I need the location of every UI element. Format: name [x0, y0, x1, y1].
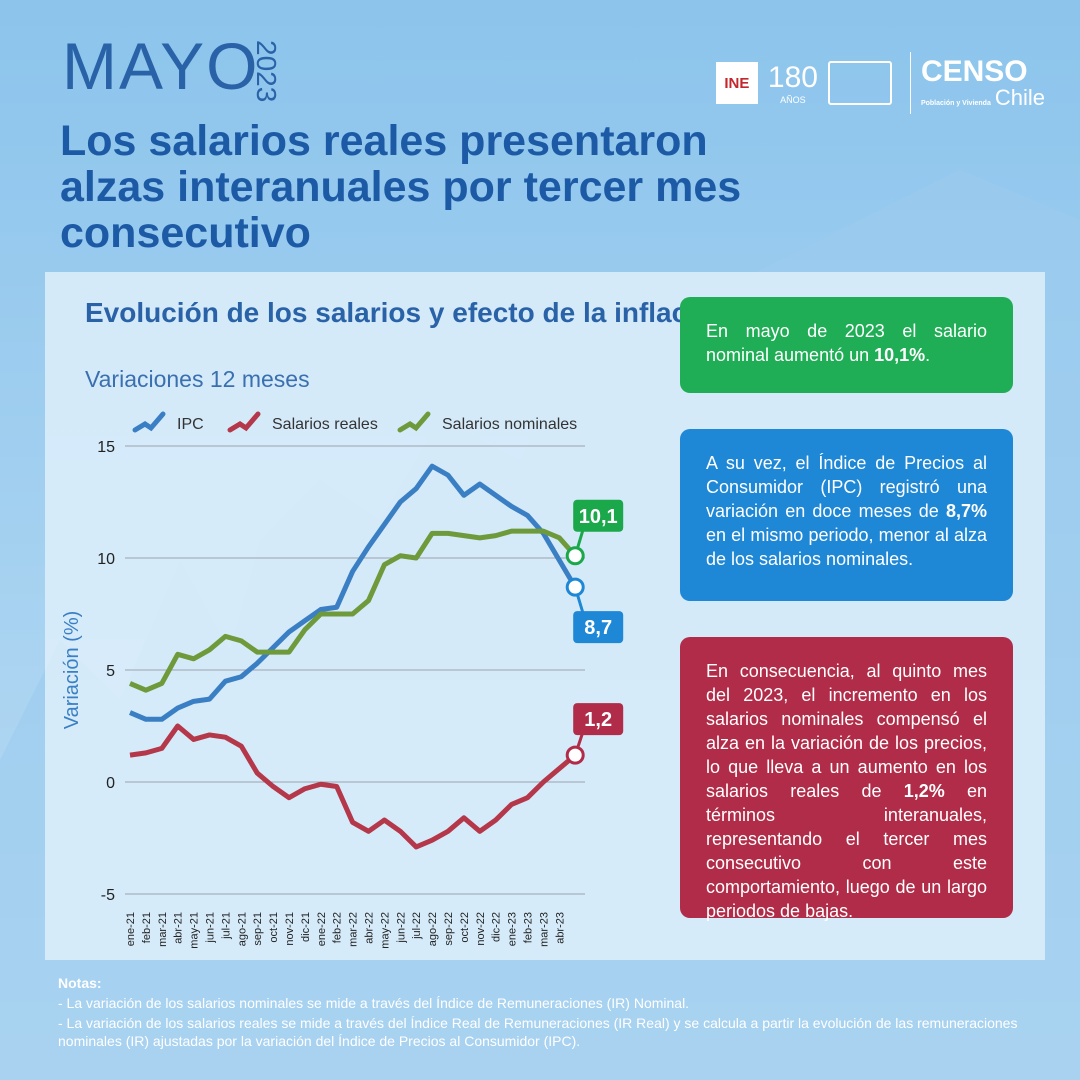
- info-box: En mayo de 2023 el salario nominal aumen…: [680, 297, 1013, 393]
- legend-swatch: [132, 411, 166, 433]
- anniversary-sub: AÑOS: [780, 95, 806, 105]
- box-text: en el mismo periodo, menor al alza de lo…: [706, 525, 987, 569]
- x-tick-label: sep-21: [252, 912, 264, 946]
- notes: Notas: - La variación de los salarios no…: [58, 974, 1028, 1052]
- end-marker: [565, 577, 585, 597]
- censo: CENSO: [920, 55, 1028, 88]
- legend-label: Salarios reales: [272, 416, 378, 433]
- x-tick-label: dic-21: [300, 912, 312, 942]
- censo-sub: Población y Vivienda: [920, 100, 991, 107]
- series-line: [129, 463, 578, 722]
- callout-box: [573, 703, 624, 736]
- callout-box: [573, 611, 624, 644]
- x-tick-label: ago-21: [236, 912, 248, 946]
- x-tick-label: abr-22: [364, 912, 376, 944]
- x-tick-label: feb-22: [332, 912, 344, 943]
- x-tick-label: sep-22: [443, 912, 455, 946]
- box-text: en términos interanuales, representando …: [706, 781, 987, 921]
- data-label: 8,7: [584, 617, 612, 639]
- x-tick-label: oct-22: [459, 912, 471, 943]
- x-tick-label: mar-21: [157, 912, 169, 947]
- box-highlight: 8,7%: [945, 501, 987, 521]
- series-line: [129, 723, 577, 850]
- box-text: En consecuencia, al quinto mes del 2023,…: [706, 661, 987, 801]
- y-tick-label: 0: [106, 775, 115, 792]
- x-tick-label: ene-23: [507, 912, 519, 946]
- box-highlight: 10,1%: [874, 345, 926, 365]
- x-tick-label: mar-22: [348, 912, 360, 947]
- note: - La variación de los salarios reales se…: [58, 1015, 1018, 1049]
- censo-logo: CENSO Población y Vivienda Chile: [921, 57, 1045, 109]
- info-box: A su vez, el Índice de Precios al Consum…: [680, 429, 1013, 601]
- y-tick-label: 5: [106, 663, 115, 680]
- x-tick-label: dic-22: [491, 912, 503, 942]
- building-icon: [827, 61, 892, 105]
- x-tick-label: abr-21: [173, 912, 185, 944]
- chart-title-text: Evolución de los salarios y efecto de la…: [85, 297, 729, 328]
- divider: [909, 52, 911, 114]
- chart-subtitle: Variaciones 12 meses: [85, 366, 310, 392]
- censo-country: Chile: [994, 85, 1045, 110]
- legend-label: Salarios nominales: [442, 416, 577, 433]
- y-tick-label: 10: [97, 551, 115, 568]
- x-tick-label: may-22: [379, 912, 391, 949]
- y-axis-label: Variación (%): [61, 611, 83, 730]
- headline: Los salarios reales presentaron alzas in…: [60, 117, 742, 257]
- series-line: [129, 528, 578, 693]
- x-tick-label: jul-21: [220, 912, 232, 940]
- x-tick-label: abr-23: [554, 912, 566, 944]
- legend-swatch: [227, 411, 261, 433]
- x-tick-label: mar-23: [538, 912, 550, 947]
- data-label: 1,2: [584, 709, 612, 731]
- notes-title: Notas:: [58, 975, 102, 991]
- box-text: .: [925, 345, 931, 365]
- x-tick-label: nov-21: [284, 912, 296, 946]
- y-tick-label: 15: [97, 439, 115, 456]
- callout-box: [573, 499, 624, 532]
- x-tick-label: jul-22: [411, 912, 423, 940]
- anniversary: 180 AÑOS: [768, 61, 818, 105]
- x-tick-label: feb-21: [141, 912, 153, 943]
- y-tick-label: -5: [101, 887, 115, 904]
- x-tick-label: jun-22: [395, 912, 407, 944]
- box-text: A su vez, el Índice de Precios al Consum…: [706, 453, 987, 521]
- box-text: En mayo de 2023 el salario nominal aumen…: [706, 321, 987, 365]
- x-tick-label: nov-22: [475, 912, 487, 946]
- note: - La variación de los salarios nominales…: [58, 995, 690, 1011]
- logos: INE 180 AÑOS CENSO Población y Vivienda …: [715, 52, 1045, 114]
- x-tick-label: may-21: [189, 912, 201, 949]
- info-box: En consecuencia, al quinto mes del 2023,…: [680, 637, 1013, 921]
- box-highlight: 1,2%: [903, 781, 945, 801]
- ine-logo: INE: [715, 62, 758, 104]
- x-tick-label: ene-21: [125, 912, 137, 946]
- end-marker: [565, 745, 585, 765]
- legend-swatch: [397, 411, 431, 433]
- x-tick-label: ene-22: [316, 912, 328, 946]
- x-tick-label: feb-23: [523, 912, 535, 943]
- x-tick-label: oct-21: [268, 912, 280, 943]
- anniversary-number: 180: [767, 61, 818, 94]
- month: MAYO: [62, 29, 260, 103]
- x-tick-label: jun-21: [205, 912, 217, 944]
- x-tick-label: ago-22: [427, 912, 439, 946]
- data-label: 10,1: [579, 506, 618, 528]
- legend-label: IPC: [177, 416, 204, 433]
- end-marker: [565, 546, 585, 566]
- chart-title: Evolución de los salarios y efecto de la…: [85, 297, 729, 328]
